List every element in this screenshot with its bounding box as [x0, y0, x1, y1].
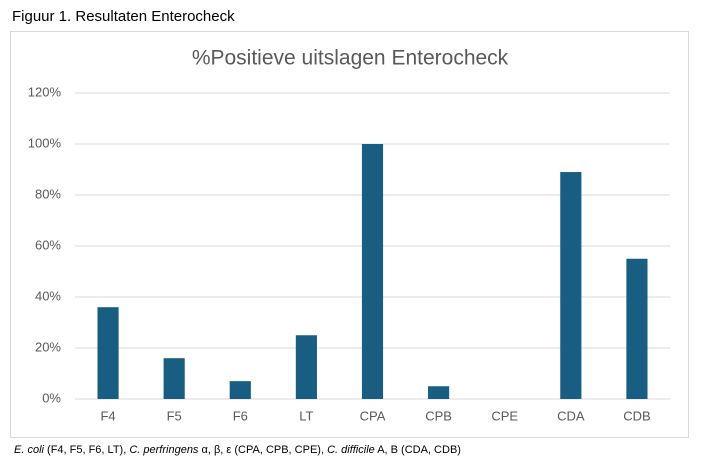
footnote-part: C. difficile — [327, 444, 375, 456]
x-tick-label: CDB — [623, 408, 650, 423]
footnote-part: A, B (CDA, CDB) — [374, 444, 461, 456]
x-tick-label: CDA — [557, 408, 585, 423]
y-tick-label: 60% — [35, 237, 61, 252]
y-tick-label: 80% — [35, 186, 61, 201]
y-tick-label: 120% — [28, 84, 62, 99]
y-tick-label: 40% — [35, 288, 61, 303]
footnote-part: α, β, ε (CPA, CPB, CPE), — [198, 444, 328, 456]
bar — [626, 258, 648, 399]
chart-title: %Positieve uitslagen Enterocheck — [192, 47, 509, 70]
y-tick-label: 100% — [28, 135, 62, 150]
bar — [361, 144, 384, 399]
chart: %Positieve uitslagen Enterocheck 0% 20% 40… — [10, 31, 689, 438]
bar — [295, 335, 317, 399]
bar — [163, 358, 185, 399]
x-tick-label: F5 — [167, 408, 182, 423]
x-tick-label: CPB — [425, 408, 452, 423]
footnote-part: (F4, F5, F6, LT), — [43, 444, 130, 456]
bar — [229, 381, 251, 399]
footnote-part: E. coli — [14, 444, 44, 456]
y-tick-label: 20% — [35, 339, 61, 354]
x-tick-label: F6 — [233, 408, 248, 423]
bar — [428, 386, 450, 399]
x-tick-label: CPA — [360, 408, 386, 423]
figure-caption: Figuur 1. Resultaten Enterocheck — [12, 8, 235, 25]
x-tick-label: F4 — [100, 408, 115, 423]
footnote: E. coli (F4, F5, F6, LT), C. perfringens… — [14, 444, 461, 456]
bar — [97, 307, 119, 399]
y-tick-label: 0% — [42, 390, 61, 405]
x-tick-label: LT — [299, 408, 313, 423]
footnote-part: C. perfringens — [129, 444, 199, 456]
bar — [560, 172, 582, 399]
x-tick-label: CPE — [491, 408, 518, 423]
